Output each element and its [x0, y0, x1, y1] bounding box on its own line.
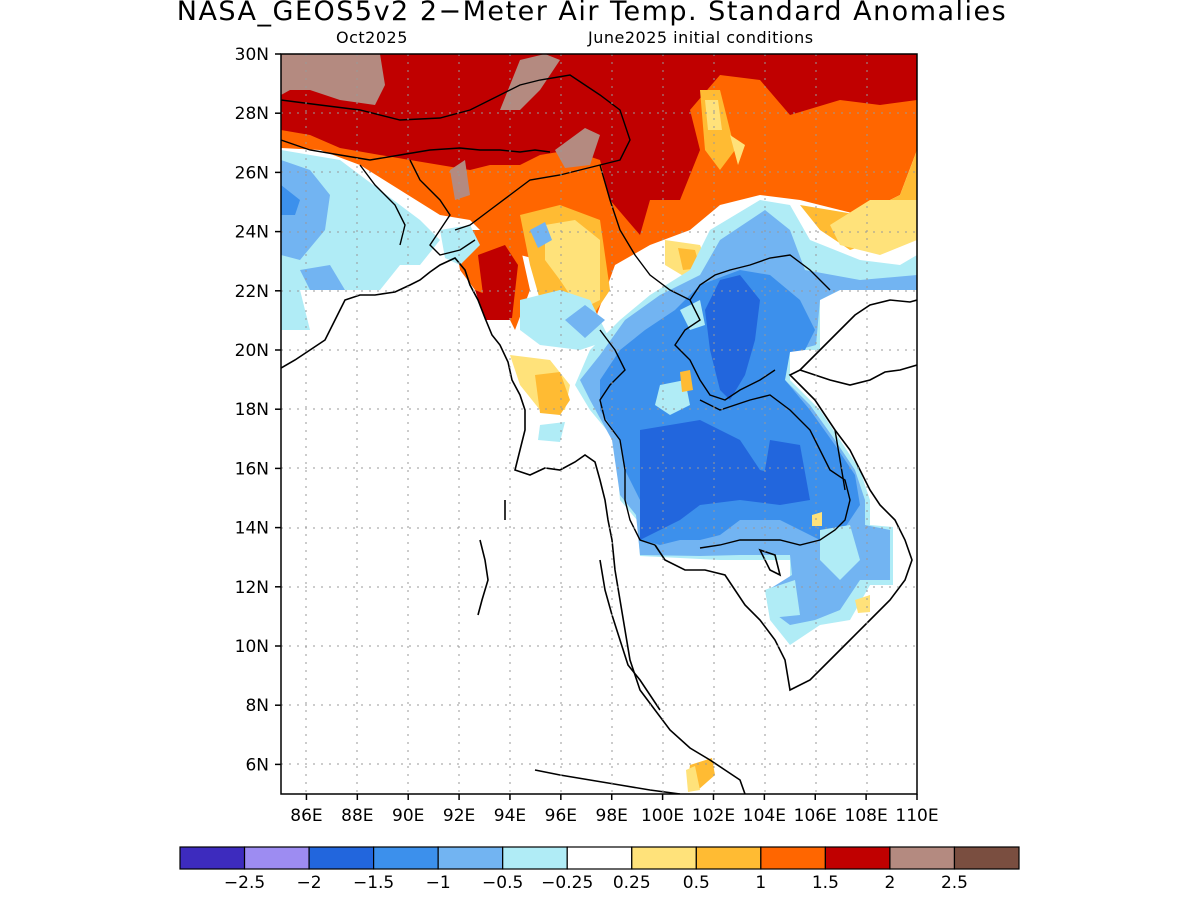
coastlines [281, 257, 917, 794]
map-title: NASA_GEOS5v2 2−Meter Air Temp. Standard … [176, 0, 1008, 27]
latitude-tick-label: 22N [235, 282, 269, 302]
latitude-tick-label: 20N [235, 341, 269, 361]
colorbar-swatch [631, 846, 697, 870]
colorbar-swatch [760, 846, 826, 870]
forecast-month-label: Oct2025 [336, 28, 408, 47]
colorbar-swatch [373, 846, 439, 870]
colorbar [179, 846, 1020, 870]
anomaly-region-red [478, 245, 518, 318]
latitude-tick-label: 28N [235, 104, 269, 124]
colorbar-swatch [179, 846, 246, 870]
anomaly-region-darkblue [765, 440, 810, 500]
colorbar-label: −0.25 [541, 873, 593, 893]
longitude-tick-label: 98E [596, 806, 628, 826]
latitude-tick-label: 30N [235, 45, 269, 65]
longitude-tick-label: 100E [641, 806, 684, 826]
colorbar-label: 1 [755, 873, 766, 893]
anomaly-region-cyan [440, 225, 480, 265]
anomaly-region-cyan [680, 300, 705, 330]
longitude-tick-label: 102E [692, 806, 735, 826]
longitude-tick-label: 86E [290, 806, 322, 826]
anomaly-region-cyan [538, 422, 565, 442]
colorbar-label: −2 [297, 873, 322, 893]
colorbar-swatch [566, 846, 633, 870]
anomaly-region-yellow [686, 766, 700, 792]
colorbar-label: −1.5 [353, 873, 394, 893]
latitude-tick-label: 18N [235, 400, 269, 420]
colorbar-swatch [437, 846, 504, 870]
longitude-tick-label: 92E [443, 806, 475, 826]
colorbar-swatch [889, 846, 956, 870]
colorbar-swatch [243, 846, 310, 870]
colorbar-swatch [824, 846, 891, 870]
colorbar-swatch [953, 846, 1020, 870]
anomaly-field [281, 54, 917, 792]
anomaly-region-brown [281, 54, 385, 105]
anomaly-region-yellow [705, 100, 722, 130]
anomaly-region-yellow [730, 135, 745, 165]
anomaly-region-lightblue [281, 160, 330, 260]
initial-conditions-label: June2025 initial conditions [588, 28, 814, 47]
colorbar-labels: −2.5 −2 −1.5 −1 −0.5 −0.25 0.25 0.5 1 1.5 2 2.5 [224, 873, 968, 893]
colorbar-label: 0.5 [683, 873, 710, 893]
longitude-tick-label: 90E [392, 806, 424, 826]
anomaly-region-cyan [655, 380, 690, 415]
longitude-tick-label: 96E [545, 806, 577, 826]
anomaly-region-lightorange [680, 370, 693, 392]
colorbar-swatch [695, 846, 762, 870]
anomaly-region-yellow [545, 220, 600, 310]
longitude-tick-label: 108E [845, 806, 888, 826]
latitude-tick-label: 24N [235, 223, 269, 243]
anomaly-region-lightblue [530, 222, 552, 248]
latitude-tick-label: 8N [245, 696, 269, 716]
anomaly-region-yellow [830, 200, 917, 255]
borders [281, 74, 851, 549]
latitude-tick-label: 12N [235, 578, 269, 598]
longitude-tick-label: 106E [794, 806, 837, 826]
latitude-tick-label: 16N [235, 459, 269, 479]
latitude-tick-label: 10N [235, 637, 269, 657]
colorbar-label: 2 [885, 873, 896, 893]
latitude-tick-label: 6N [245, 755, 269, 775]
anomaly-region-darkblue [640, 420, 810, 540]
anomaly-region-brown [555, 128, 600, 168]
anomaly-region-darkblue [705, 275, 760, 400]
gridlines [281, 54, 917, 794]
anomaly-region-red [281, 54, 917, 235]
map-frame [280, 53, 918, 795]
longitude-tick-label: 104E [743, 806, 786, 826]
colorbar-label: −0.5 [482, 873, 523, 893]
colorbar-label: −2.5 [224, 873, 265, 893]
anomaly-region-lightblue [300, 265, 345, 290]
longitude-axis: 86E 88E 90E 92E 94E 96E 98E 100E 102E 104E 106E 108… [290, 794, 939, 826]
latitude-axis: 30N 28N 26N 24N 22N 20N 18N 16N 14N 12N 10N 8N 6N [235, 45, 281, 775]
longitude-tick-label: 94E [494, 806, 526, 826]
anomaly-region-lightblue [565, 305, 605, 338]
longitude-tick-label: 88E [341, 806, 373, 826]
colorbar-label: −1 [426, 873, 451, 893]
anomaly-region-cyan [820, 525, 860, 580]
colorbar-label: 1.5 [812, 873, 839, 893]
anomaly-region-yellow [855, 595, 870, 613]
colorbar-swatch [308, 846, 375, 870]
colorbar-label: 2.5 [941, 873, 968, 893]
anomaly-region-cyan [281, 290, 310, 330]
anomaly-region-cyan [765, 580, 800, 618]
anomaly-region-brown [450, 160, 470, 200]
colorbar-swatch [502, 846, 568, 870]
latitude-tick-label: 26N [235, 163, 269, 183]
longitude-tick-label: 110E [895, 806, 938, 826]
anomaly-region-blue [281, 185, 300, 215]
latitude-tick-label: 14N [235, 519, 269, 539]
anomaly-region-yellow [812, 512, 822, 526]
colorbar-label: 0.25 [613, 873, 651, 893]
